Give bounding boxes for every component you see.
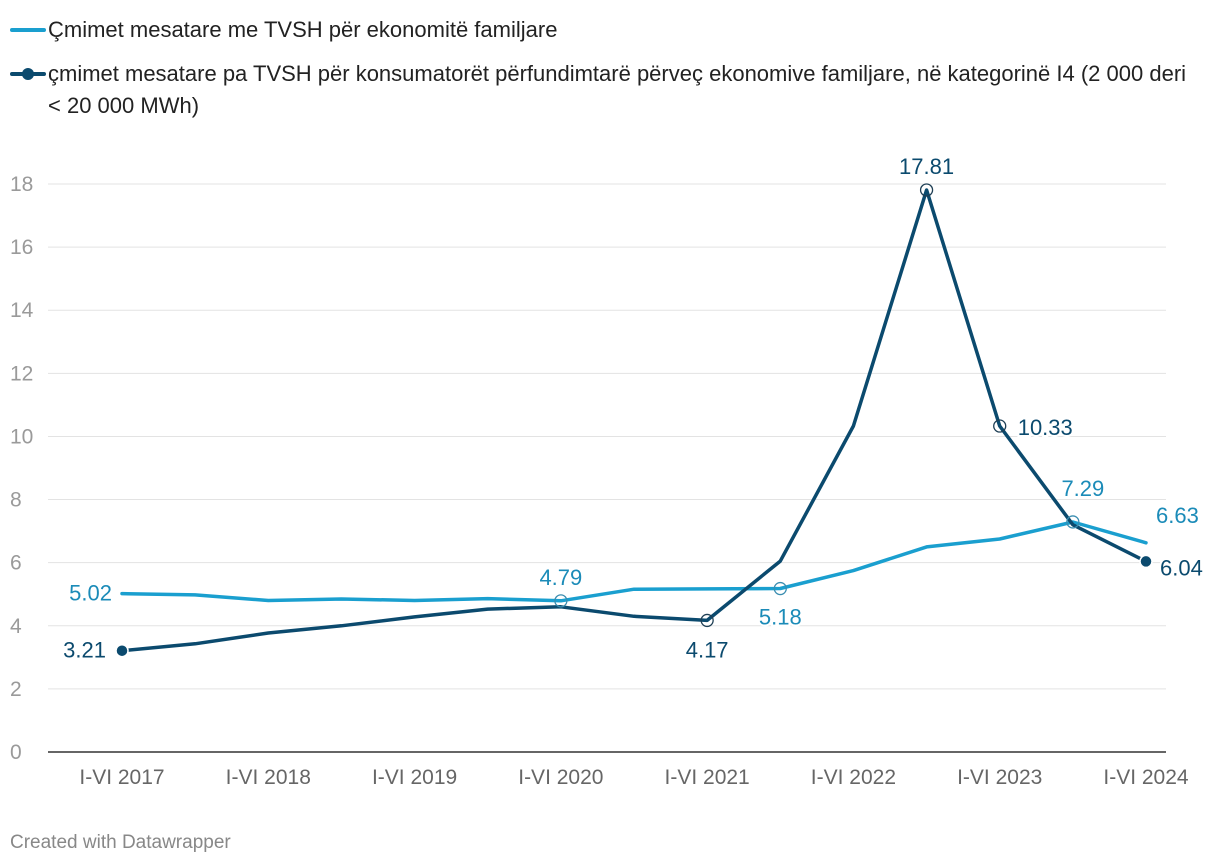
data-label-0-0: 5.02 bbox=[69, 581, 112, 606]
x-tick-label: I-VI 2019 bbox=[372, 766, 457, 789]
legend-label-non-households: çmimet mesatare pa TVSH për konsumatorët… bbox=[48, 61, 1187, 118]
legend-label-households: Çmimet mesatare me TVSH për ekonomitë fa… bbox=[48, 17, 558, 42]
data-label-1-8: 4.17 bbox=[686, 637, 729, 662]
x-tick-label: I-VI 2023 bbox=[957, 766, 1042, 789]
data-point-0-13 bbox=[1066, 515, 1080, 529]
footer-credit: Created with Datawrapper bbox=[10, 832, 231, 853]
x-tick-label: I-VI 2017 bbox=[79, 766, 164, 789]
y-tick-label-16: 16 bbox=[10, 236, 33, 259]
legend: Çmimet mesatare me TVSH për ekonomitë fa… bbox=[10, 14, 1200, 134]
x-tick-label: I-VI 2024 bbox=[1103, 766, 1189, 789]
legend-swatch-households bbox=[10, 14, 46, 44]
data-label-1-11: 17.81 bbox=[899, 154, 954, 179]
legend-swatch-non-households bbox=[10, 58, 46, 88]
legend-dot-non-households bbox=[22, 68, 34, 80]
data-label-0-13: 7.29 bbox=[1061, 476, 1104, 501]
y-tick-label-6: 6 bbox=[10, 552, 22, 575]
y-tick-label-18: 18 bbox=[10, 173, 33, 196]
y-tick-label-14: 14 bbox=[10, 299, 34, 322]
x-tick-label: I-VI 2021 bbox=[665, 766, 750, 789]
legend-item-non-households: çmimet mesatare pa TVSH për konsumatorët… bbox=[10, 58, 1200, 122]
y-tick-label-4: 4 bbox=[10, 615, 22, 638]
y-tick-label-10: 10 bbox=[10, 425, 33, 448]
y-tick-label-12: 12 bbox=[10, 362, 33, 385]
legend-line-households bbox=[10, 28, 46, 32]
data-point-1-8 bbox=[700, 613, 714, 628]
data-label-1-12: 10.33 bbox=[1018, 415, 1073, 440]
data-point-1-0 bbox=[115, 643, 129, 658]
data-point-1-11 bbox=[919, 183, 934, 197]
legend-item-households: Çmimet mesatare me TVSH për ekonomitë fa… bbox=[10, 14, 1200, 46]
data-point-0-6 bbox=[554, 594, 568, 608]
y-tick-label-2: 2 bbox=[10, 678, 22, 701]
data-point-1-14 bbox=[1139, 554, 1153, 569]
data-label-1-14: 6.04 bbox=[1160, 555, 1203, 580]
x-tick-label: I-VI 2018 bbox=[226, 766, 311, 789]
data-label-0-6: 4.79 bbox=[539, 565, 582, 590]
series-line-0 bbox=[120, 520, 1148, 603]
y-tick-label-8: 8 bbox=[10, 489, 22, 512]
data-label-1-0: 3.21 bbox=[63, 638, 106, 663]
y-tick-label-0: 0 bbox=[10, 741, 22, 764]
data-point-0-9 bbox=[773, 581, 787, 596]
x-tick-label: I-VI 2022 bbox=[811, 766, 896, 789]
data-point-1-12 bbox=[993, 419, 1007, 433]
series-line-1 bbox=[120, 188, 1148, 653]
data-label-0-14: 6.63 bbox=[1156, 503, 1199, 528]
data-label-0-9: 5.18 bbox=[759, 605, 802, 630]
x-tick-label: I-VI 2020 bbox=[518, 766, 603, 789]
